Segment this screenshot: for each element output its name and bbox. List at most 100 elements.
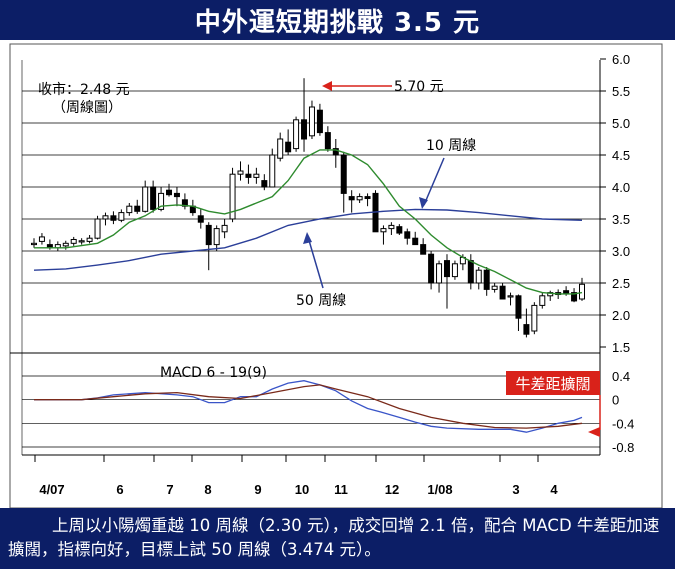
ma10-pointer	[423, 157, 445, 206]
peak-price-label: 5.70 元	[394, 79, 444, 95]
price-tick-label: 4.5	[612, 148, 630, 163]
candle-body	[293, 119, 300, 150]
ma50-pointer	[307, 236, 324, 289]
macd-callout-arrow-icon	[588, 427, 600, 437]
price-tick-label: 5.5	[612, 84, 630, 99]
x-tick-label: 9	[254, 482, 261, 497]
candle-body	[166, 189, 173, 196]
candle-body	[197, 215, 204, 223]
candle-body	[94, 218, 101, 239]
candle-body	[340, 154, 347, 194]
candle-body	[142, 186, 149, 212]
price-tick-label: 3.0	[612, 244, 630, 259]
x-tick-label: 12	[385, 482, 399, 497]
candle-body	[316, 109, 323, 134]
macd-tick-label: 0	[612, 393, 619, 408]
candle-body	[396, 226, 403, 234]
price-tick-label: 6.0	[612, 52, 630, 67]
candle-body	[499, 285, 506, 300]
candle-body	[443, 260, 450, 278]
candle-body	[110, 215, 117, 221]
x-tick-label: 11	[334, 482, 348, 497]
candle-body	[134, 205, 141, 212]
ma50-arrow-icon	[303, 232, 312, 244]
candle-body	[229, 173, 236, 220]
ma10-line	[34, 149, 583, 295]
x-tick-label: 10	[295, 482, 309, 497]
candle-body	[475, 269, 482, 284]
candle-body	[531, 304, 538, 332]
close-price-label: 收市：2.48 元	[38, 81, 130, 98]
candle-body	[126, 205, 133, 214]
candle-body	[301, 119, 308, 140]
candle-body	[380, 228, 387, 233]
candlesticks	[31, 78, 585, 338]
candle-body	[31, 242, 37, 246]
ma50-line	[33, 208, 583, 271]
candle-body	[253, 173, 260, 178]
ma50-label: 50 周線	[296, 293, 346, 309]
chart-kind-label: （周線圖）	[52, 100, 122, 116]
candle-body	[491, 285, 498, 290]
macd-callout-label: 牛差距擴闊	[515, 375, 590, 393]
candle-body	[436, 263, 443, 284]
candle-body	[412, 237, 419, 246]
price-y-ticks: 6.0 5.5 5.0 4.5 4.0 3.5 3.0 2.5 2.0 1.5	[600, 52, 630, 355]
candle-body	[404, 231, 411, 239]
candle-body	[579, 283, 585, 300]
candle-body	[356, 196, 363, 201]
candle-body	[102, 215, 109, 220]
candle-body	[483, 269, 490, 290]
candle-body	[539, 295, 546, 306]
candle-body	[173, 192, 180, 198]
candle-body	[420, 244, 427, 255]
macd-title: MACD 6 - 19(9)	[160, 365, 267, 381]
candle-body	[158, 192, 165, 210]
candle-body	[46, 244, 53, 248]
candle-body	[388, 224, 395, 230]
candle-body	[515, 295, 522, 319]
candle-body	[571, 292, 578, 302]
macd-y-ticks: 0.4 0 -0.4 -0.8	[612, 369, 634, 455]
candle-body	[324, 132, 331, 150]
macd-grid	[22, 375, 600, 448]
candle-body	[507, 295, 514, 298]
price-tick-label: 1.5	[612, 340, 630, 355]
x-tick-label: 3	[512, 482, 519, 497]
candle-body	[261, 180, 268, 188]
candle-body	[70, 238, 77, 244]
candle-body	[86, 237, 93, 242]
candle-body	[62, 242, 69, 247]
x-tick-label: 7	[166, 482, 173, 497]
x-tick-label: 6	[116, 482, 123, 497]
macd-line	[34, 380, 583, 433]
candle-body	[38, 236, 45, 242]
x-axis-ticks: 4/07 6 7 8 9 10 11 12 1/08 3 4	[34, 455, 558, 497]
x-tick-label: 4	[550, 482, 558, 497]
price-tick-label: 2.5	[612, 276, 630, 291]
footer-commentary: 上周以小陽燭重越 10 周線（2.30 元），成交回增 2.1 倍，配合 MAC…	[8, 516, 660, 559]
macd-signal-line	[34, 384, 583, 429]
macd-tick-label: -0.4	[612, 416, 634, 431]
candle-body	[523, 324, 530, 335]
candle-body	[308, 106, 315, 137]
candle-body	[332, 148, 339, 156]
candle-body	[237, 170, 244, 175]
macd-tick-label: -0.8	[612, 440, 634, 455]
stock-chart: 6.0 5.5 5.0 4.5 4.0 3.5 3.0 2.5 2.0 1.5 0.4 0 -0.4 -…	[9, 43, 663, 508]
candle-body	[150, 186, 157, 210]
ma10-label: 10 周線	[426, 138, 476, 154]
ma10-arrow-icon	[419, 197, 428, 209]
candle-body	[348, 196, 355, 201]
candle-body	[285, 141, 292, 153]
x-tick-label: 1/08	[427, 482, 452, 497]
candle-body	[277, 138, 284, 159]
candle-body	[428, 253, 435, 284]
price-tick-label: 5.0	[612, 116, 630, 131]
candle-body	[78, 240, 85, 243]
peak-arrow-icon	[322, 81, 332, 91]
price-tick-label: 3.5	[612, 212, 630, 227]
candle-body	[269, 154, 276, 188]
candle-body	[451, 263, 458, 278]
candle-body	[245, 173, 252, 178]
